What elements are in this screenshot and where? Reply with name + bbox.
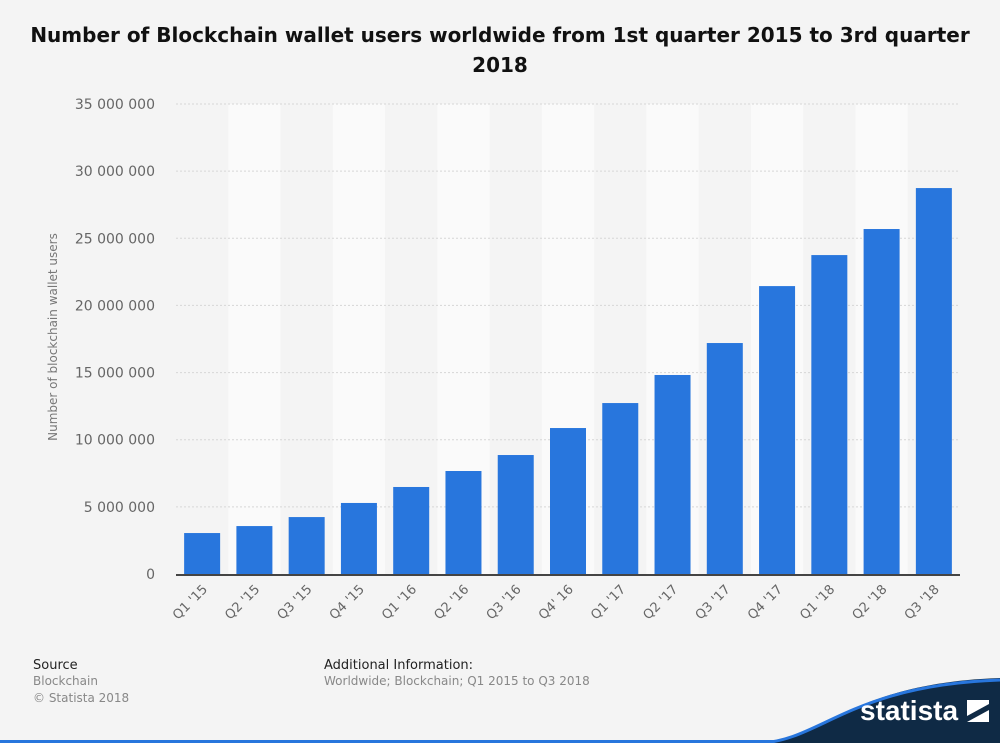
y-tick-label: 15 000 000 (75, 366, 155, 382)
x-tick-label: Q1 '15 (170, 582, 211, 623)
y-tick-label: 20 000 000 (75, 298, 155, 314)
info-text: Worldwide; Blockchain; Q1 2015 to Q3 201… (324, 674, 590, 688)
bar (602, 403, 639, 574)
x-tick-label: Q1 '16 (379, 582, 420, 623)
source-heading: Source (33, 658, 78, 673)
column-band (332, 104, 386, 574)
bar (184, 533, 221, 574)
x-tick-label: Q3 '16 (484, 582, 525, 623)
x-tick-label: Q2 '16 (431, 582, 472, 623)
bar (445, 471, 482, 574)
x-tick-label: Q2 '18 (850, 582, 891, 623)
x-tick-label: Q4 '15 (327, 582, 368, 623)
x-tick-label: Q3 '17 (693, 582, 734, 623)
x-tick-label: Q2 '17 (641, 582, 682, 623)
x-tick-label: Q3 '18 (902, 582, 943, 623)
bar (393, 486, 430, 574)
statista-logo: statista (760, 678, 1000, 743)
bar (497, 455, 534, 574)
y-tick-label: 35 000 000 (75, 97, 155, 113)
source-text: Blockchain (33, 674, 98, 688)
x-tick-label: Q2 '15 (222, 582, 263, 623)
x-tick-label: Q1 '17 (588, 582, 629, 623)
bar (654, 374, 691, 574)
info-heading: Additional Information: (324, 658, 474, 673)
bar (915, 188, 952, 574)
bar (863, 229, 900, 574)
y-tick-label: 30 000 000 (75, 164, 155, 180)
column-band (228, 104, 281, 574)
x-tick-label: Q3 '15 (275, 582, 316, 623)
x-tick-label: Q4 '17 (745, 582, 786, 623)
bar (759, 286, 796, 574)
bar-chart: 0 5 000 000 10 000 000 15 000 000 20 000 000… (75, 97, 960, 623)
info-block: Additional Information: Worldwide; Block… (324, 658, 590, 690)
y-tick-label: 0 (146, 567, 155, 583)
bar (340, 502, 377, 574)
x-tick-label: Q4' 16 (536, 582, 577, 623)
bottom-accent-line (0, 740, 1000, 743)
chart-title: Number of Blockchain wallet users worldw… (30, 23, 970, 77)
logo-text: statista (860, 695, 958, 726)
y-tick-label: 25 000 000 (75, 231, 155, 247)
bar (236, 526, 273, 574)
bar (811, 255, 848, 575)
y-axis-label: Number of blockchain wallet users (46, 233, 60, 441)
y-tick-label: 5 000 000 (84, 500, 155, 516)
x-tick-label: Q1 '18 (797, 582, 838, 623)
bar (706, 343, 743, 574)
y-tick-label: 10 000 000 (75, 433, 155, 449)
bar (550, 428, 586, 574)
bar (288, 517, 325, 574)
copyright: © Statista 2018 (33, 691, 130, 705)
source-block: Source Blockchain © Statista 2018 (33, 658, 129, 707)
